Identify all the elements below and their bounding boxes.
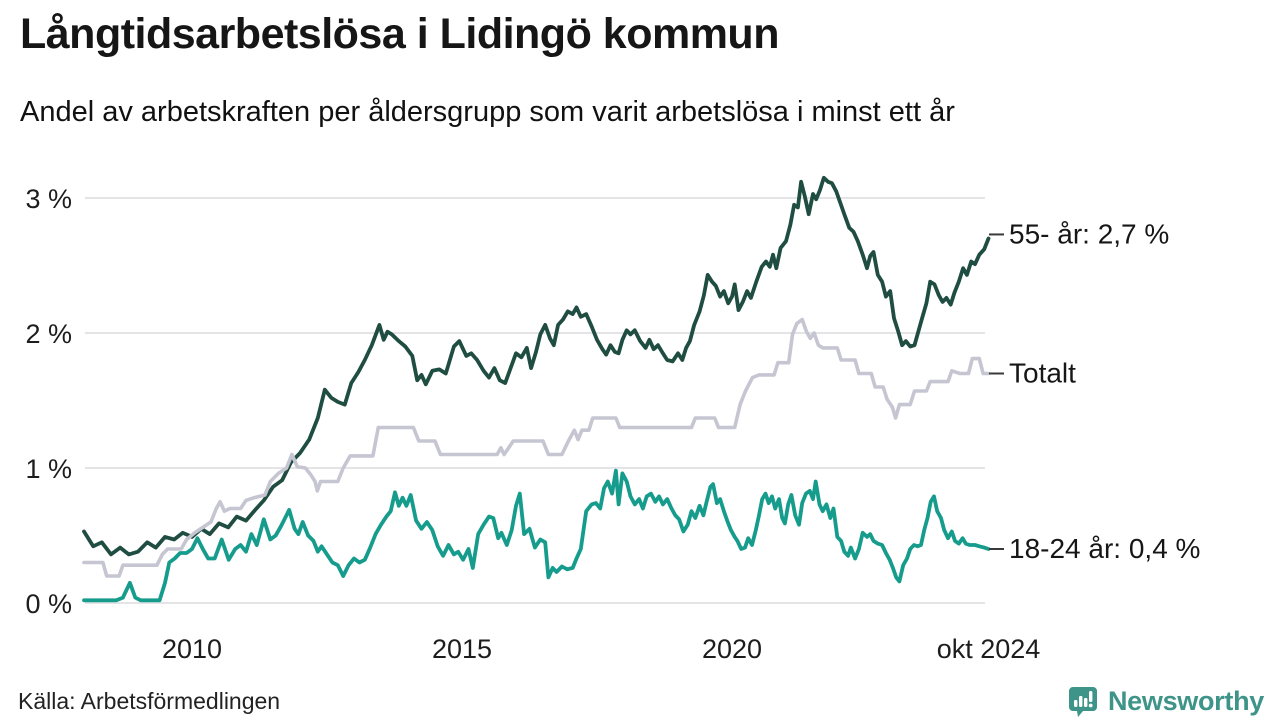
x-axis-label-2020: 2020	[702, 634, 762, 664]
y-axis-label-0: 0 %	[25, 589, 72, 619]
series-line-Totalt	[82, 317, 991, 578]
newsworthy-logo-text: Newsworthy	[1107, 685, 1264, 716]
y-axis-label-2: 2 %	[25, 319, 72, 349]
source-text: Källa: Arbetsförmedlingen	[18, 688, 281, 714]
series-line-18-24-år	[82, 468, 991, 603]
series-end-label-0: 55- år: 2,7 %	[1009, 218, 1169, 249]
y-axis-label-3: 3 %	[25, 184, 72, 214]
y-axis-label-1: 1 %	[25, 454, 72, 484]
chart-subtitle: Andel av arbetskraften per åldersgrupp s…	[20, 96, 955, 128]
series-end-label-1: Totalt	[1009, 358, 1076, 389]
x-axis-label-2010: 2010	[162, 634, 222, 664]
series-line-55--år	[82, 175, 991, 557]
x-axis-label-2015: 2015	[432, 634, 492, 664]
page-title: Långtidsarbetslösa i Lidingö kommun	[20, 10, 779, 58]
series-end-label-2: 18-24 år: 0,4 %	[1009, 533, 1200, 564]
x-axis-label-okt-2024: okt 2024	[937, 634, 1041, 664]
newsworthy-bar-chart-icon	[1068, 687, 1097, 717]
newsworthy-logo[interactable]: Newsworthy	[1065, 684, 1264, 718]
